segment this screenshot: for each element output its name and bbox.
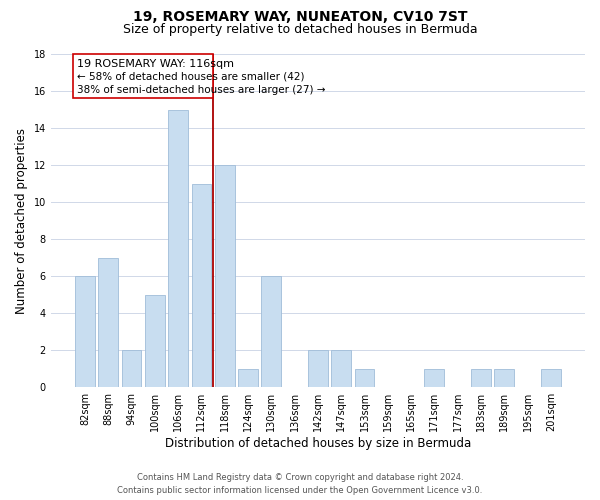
Text: Contains HM Land Registry data © Crown copyright and database right 2024.
Contai: Contains HM Land Registry data © Crown c… — [118, 473, 482, 495]
Bar — [494, 368, 514, 387]
Text: Size of property relative to detached houses in Bermuda: Size of property relative to detached ho… — [122, 22, 478, 36]
Bar — [122, 350, 142, 387]
Bar — [424, 368, 444, 387]
FancyBboxPatch shape — [73, 54, 213, 98]
Text: 19, ROSEMARY WAY, NUNEATON, CV10 7ST: 19, ROSEMARY WAY, NUNEATON, CV10 7ST — [133, 10, 467, 24]
Bar — [168, 110, 188, 387]
X-axis label: Distribution of detached houses by size in Bermuda: Distribution of detached houses by size … — [165, 437, 471, 450]
Text: ← 58% of detached houses are smaller (42): ← 58% of detached houses are smaller (42… — [77, 72, 304, 82]
Y-axis label: Number of detached properties: Number of detached properties — [15, 128, 28, 314]
Bar — [145, 294, 165, 387]
Bar — [331, 350, 351, 387]
Text: 38% of semi-detached houses are larger (27) →: 38% of semi-detached houses are larger (… — [77, 84, 325, 94]
Bar — [75, 276, 95, 387]
Bar — [541, 368, 561, 387]
Bar — [471, 368, 491, 387]
Bar — [262, 276, 281, 387]
Bar — [191, 184, 211, 387]
Bar — [355, 368, 374, 387]
Bar — [98, 258, 118, 387]
Bar — [215, 165, 235, 387]
Text: 19 ROSEMARY WAY: 116sqm: 19 ROSEMARY WAY: 116sqm — [77, 58, 234, 68]
Bar — [308, 350, 328, 387]
Bar — [238, 368, 258, 387]
